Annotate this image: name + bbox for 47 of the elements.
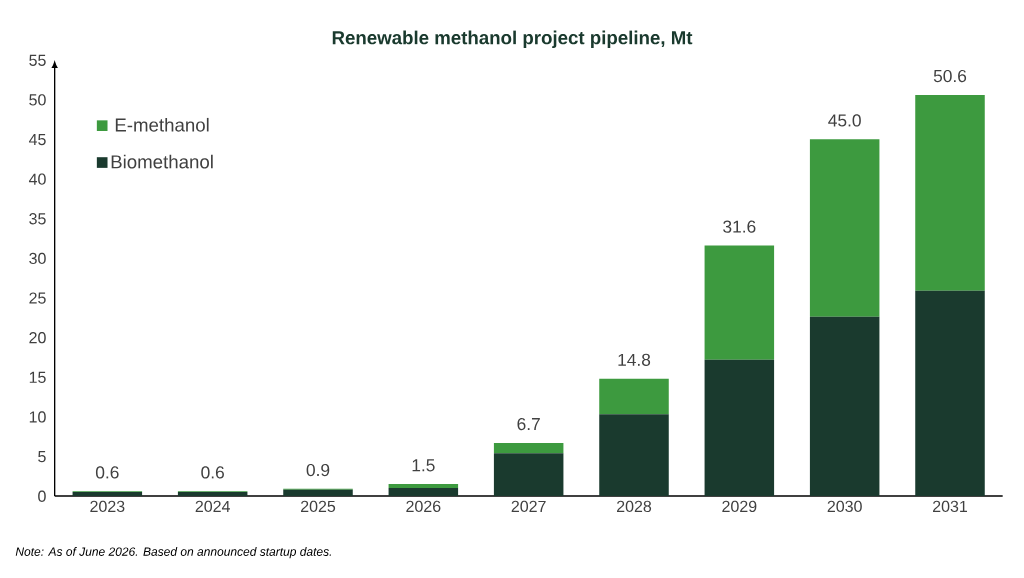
total-label: 0.9 bbox=[306, 463, 330, 477]
total-label: 0.6 bbox=[95, 466, 119, 479]
y-tick-label: 40 bbox=[28, 173, 46, 185]
y-tick-label: 35 bbox=[29, 213, 46, 225]
total-label: 50.6 bbox=[933, 69, 967, 83]
total-label: 1.5 bbox=[412, 459, 435, 472]
x-tick-label: 2024 bbox=[195, 500, 230, 513]
x-tick-label: 2026 bbox=[406, 500, 441, 513]
bar bbox=[283, 489, 353, 496]
x-tick-label: 2027 bbox=[511, 500, 546, 513]
y-tick-label: 0 bbox=[38, 490, 46, 502]
x-tick-label: 2029 bbox=[722, 500, 757, 513]
x-tick-label: 2030 bbox=[827, 500, 862, 513]
y-tick-label: 15 bbox=[29, 371, 46, 383]
legend-label: E-methanol bbox=[115, 117, 209, 132]
y-tick-label: 50 bbox=[29, 94, 46, 106]
text: Note: As of June 2026. Based on announced startup dates. bbox=[15, 547, 331, 559]
y-tick-label: 20 bbox=[29, 332, 46, 344]
bar bbox=[388, 484, 459, 489]
y-tick-label: 55 bbox=[29, 54, 46, 66]
total-label: 31.6 bbox=[723, 220, 756, 233]
bar bbox=[809, 139, 880, 317]
y-tick-label: 25 bbox=[29, 292, 46, 304]
total-label: 14.8 bbox=[618, 353, 651, 366]
bar bbox=[388, 488, 459, 496]
y-tick-label: 10 bbox=[29, 411, 46, 423]
x-tick-label: 2023 bbox=[90, 500, 125, 513]
bar bbox=[915, 290, 985, 496]
total-label: 45.0 bbox=[828, 114, 861, 127]
chart-title: Renewable methanol project pipeline, Mt bbox=[332, 30, 693, 49]
bar bbox=[599, 414, 669, 496]
bar bbox=[493, 453, 564, 496]
total-label: 6.7 bbox=[517, 417, 540, 431]
x-tick-label: 2028 bbox=[617, 500, 652, 513]
x-tick-label: 2025 bbox=[301, 500, 336, 513]
x-tick-label: 2031 bbox=[933, 500, 968, 513]
y-tick-label: 5 bbox=[38, 451, 46, 463]
bar bbox=[704, 245, 775, 360]
bar bbox=[704, 359, 775, 496]
legend-label: Biomethanol bbox=[111, 154, 213, 169]
total-label: 0.6 bbox=[201, 466, 224, 479]
bar bbox=[599, 378, 669, 415]
bar bbox=[809, 316, 880, 496]
y-tick-label: 30 bbox=[29, 252, 46, 265]
bar bbox=[915, 94, 985, 291]
y-tick-label: 45 bbox=[28, 134, 46, 146]
bar bbox=[493, 442, 564, 454]
